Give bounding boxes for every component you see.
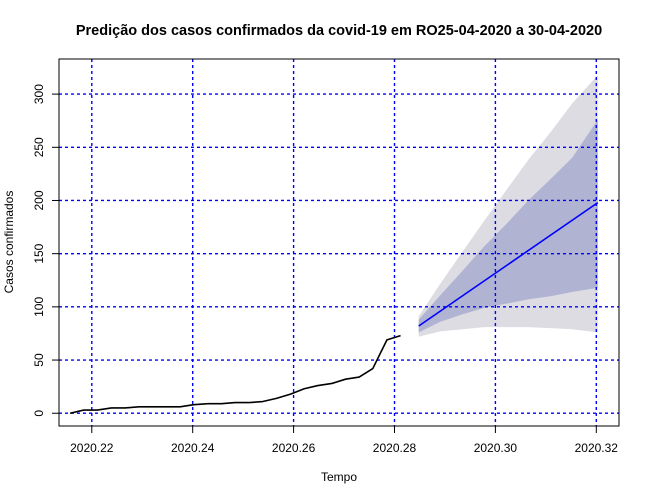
x-axis-label: Tempo [321,470,357,484]
y-tick-label-6: 300 [32,84,46,104]
y-tick-label-3: 150 [32,243,46,263]
x-tick-label-0: 2020.22 [70,441,114,455]
forecast-bands [418,74,598,337]
x-tick-label-1: 2020.24 [171,441,215,455]
forecast-band-80pct [418,119,598,333]
x-tick-label-3: 2020.28 [373,441,417,455]
y-tick-label-1: 50 [32,353,46,367]
x-tick-label-4: 2020.30 [474,441,518,455]
y-tick-label-2: 100 [32,297,46,317]
forecast-mean-line [418,201,599,327]
x-tick-label-2: 2020.26 [272,441,316,455]
x-tick-label-5: 2020.32 [575,441,619,455]
y-tick-label-4: 200 [32,190,46,210]
y-axis: 0 50 100 150 200 250 300 [32,84,60,417]
series-lines [69,201,599,415]
y-axis-label: Casos confirmados [2,191,16,294]
y-tick-label-0: 0 [32,410,46,417]
chart-title: Predição dos casos confirmados da covid-… [76,23,602,39]
y-tick-label-5: 250 [32,137,46,157]
x-axis: 2020.22 2020.24 2020.26 2020.28 2020.30 2020.… [70,425,619,455]
observed-series-line [69,334,401,415]
grid-lines [59,59,619,426]
